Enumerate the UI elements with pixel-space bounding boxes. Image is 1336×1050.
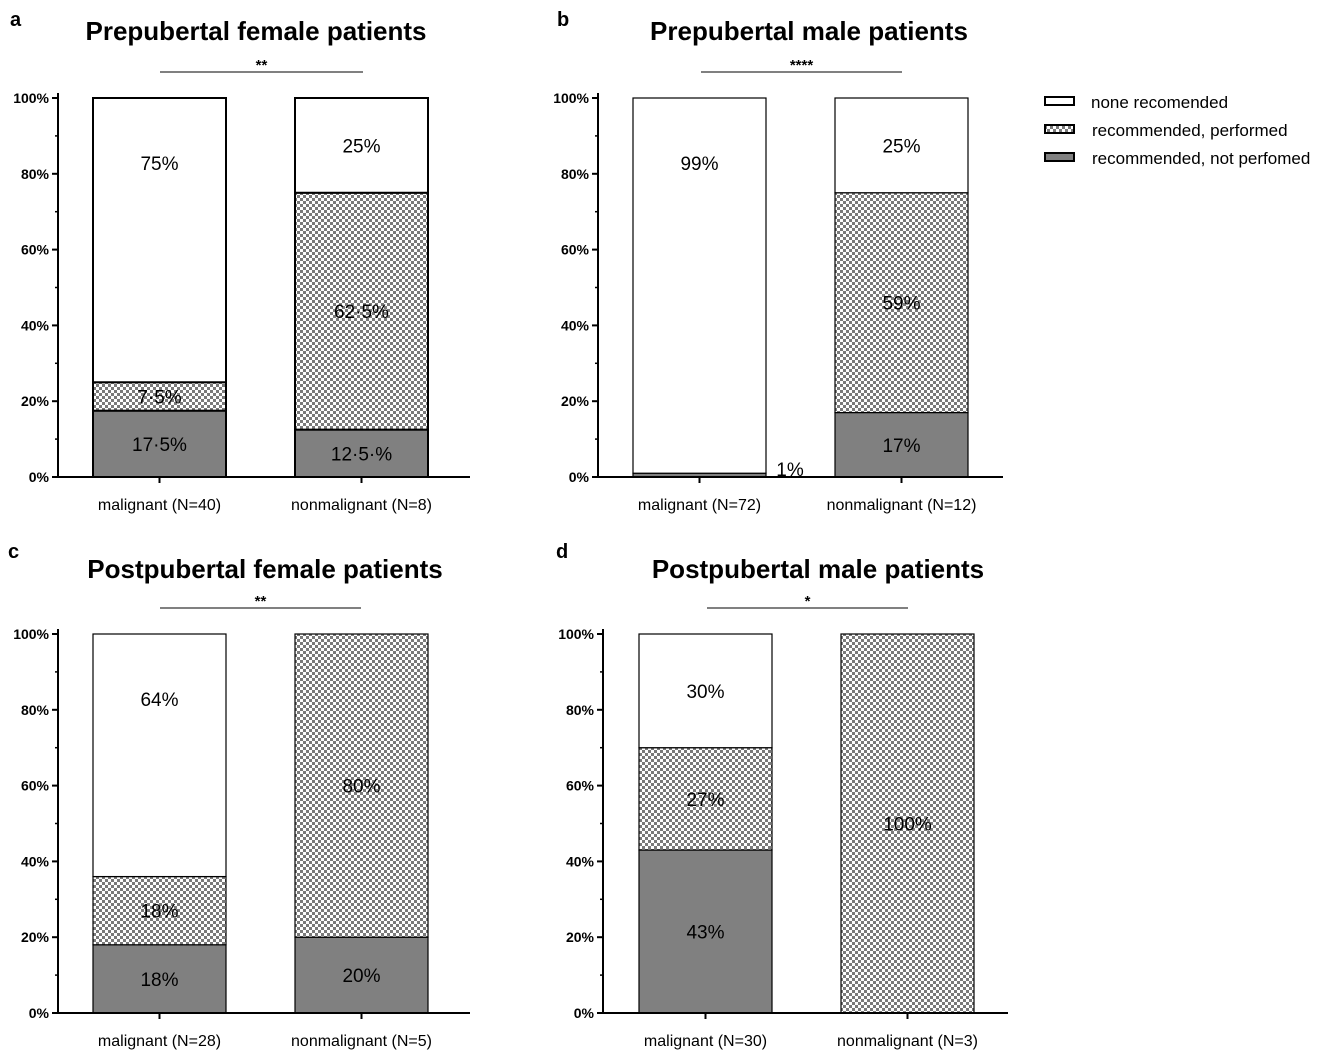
- y-tick-label: 0%: [29, 1005, 50, 1021]
- data-label: 64%: [140, 690, 178, 711]
- bar-segment: [834, 97, 969, 194]
- y-tick-label: 80%: [21, 166, 50, 182]
- data-label: 7·5%: [137, 387, 181, 408]
- panels: a Prepubertal female patients ** 17·5% 7·5% 7…: [8, 9, 1008, 1050]
- data-label: 20%: [342, 966, 380, 987]
- x-tick-label: malignant (N=28): [98, 1033, 221, 1050]
- x-tick-label: malignant (N=72): [638, 497, 761, 514]
- data-label: 12·5·%: [331, 444, 392, 465]
- bar-segment: [294, 936, 429, 1014]
- y-tick-label: 20%: [566, 929, 595, 945]
- panel-letter: a: [10, 9, 22, 31]
- x-tick-label: nonmalignant (N=8): [291, 497, 432, 514]
- legend-swatch: [1044, 124, 1075, 134]
- bar-segment: [834, 411, 969, 478]
- chart-title: Postpubertal male patients: [652, 554, 984, 584]
- data-label: 25%: [342, 136, 380, 157]
- data-label: 100%: [883, 815, 932, 836]
- data-label: 59%: [882, 294, 920, 315]
- chart-title: Prepubertal male patients: [650, 16, 968, 46]
- y-tick-label: 20%: [21, 929, 50, 945]
- y-tick-label: 40%: [21, 853, 50, 869]
- data-label: 30%: [686, 682, 724, 703]
- y-tick-label: 100%: [558, 626, 594, 642]
- x-tick-label: nonmalignant (N=5): [291, 1033, 432, 1050]
- data-label: 75%: [140, 154, 178, 175]
- x-tick-label: malignant (N=40): [98, 497, 221, 514]
- y-tick-label: 80%: [21, 702, 50, 718]
- y-tick-label: 80%: [561, 166, 590, 182]
- chart-title: Prepubertal female patients: [86, 16, 427, 46]
- chart-panel-b: b Prepubertal male patients **** 1% 99% 17% 59…: [553, 9, 1003, 514]
- x-tick-label: nonmalignant (N=12): [827, 497, 977, 514]
- data-label: 18%: [140, 902, 178, 923]
- bar-segment: [294, 633, 429, 938]
- significance-marker: **: [256, 57, 268, 74]
- bar-segment: [840, 633, 975, 1014]
- legend-label: recommended, performed: [1092, 121, 1288, 140]
- data-label: 62·5%: [334, 302, 389, 323]
- bar-segment: [638, 747, 773, 851]
- y-tick-label: 20%: [561, 393, 590, 409]
- y-tick-label: 60%: [561, 242, 590, 258]
- bar-segment: [638, 633, 773, 749]
- data-label: 18%: [140, 970, 178, 991]
- bar-segment: [92, 633, 227, 878]
- bar-segment: [92, 944, 227, 1014]
- y-tick-label: 0%: [574, 1005, 595, 1021]
- bar-segment: [92, 381, 227, 412]
- y-tick-label: 40%: [561, 317, 590, 333]
- legend-label: none recomended: [1091, 93, 1228, 112]
- x-tick-label: nonmalignant (N=3): [837, 1033, 978, 1050]
- legend: none recomended recommended, performed rec…: [1044, 93, 1310, 168]
- chart-panel-c: c Postpubertal female patients ** 18% 18% 64%…: [8, 541, 470, 1050]
- legend-swatch: [1044, 96, 1075, 106]
- bar-segment: [294, 191, 429, 431]
- bar-segment: [92, 97, 227, 384]
- bar-segment: [632, 97, 767, 474]
- y-tick-label: 60%: [566, 778, 595, 794]
- data-label: 25%: [882, 136, 920, 157]
- data-label: 43%: [686, 923, 724, 944]
- data-label: 1%: [776, 460, 804, 481]
- y-tick-label: 0%: [29, 469, 50, 485]
- data-label: 99%: [680, 154, 718, 175]
- legend-swatch: [1044, 152, 1075, 162]
- y-tick-label: 40%: [566, 853, 595, 869]
- chart-panel-d: d Postpubertal male patients * 43% 27% 30% 100…: [556, 541, 1008, 1050]
- chart-panel-a: a Prepubertal female patients ** 17·5% 7·5% 7…: [10, 9, 470, 514]
- data-label: 80%: [342, 777, 380, 798]
- panel-letter: d: [556, 541, 568, 563]
- chart-title: Postpubertal female patients: [87, 554, 442, 584]
- panel-letter: c: [8, 541, 19, 563]
- y-tick-label: 0%: [569, 469, 590, 485]
- significance-marker: **: [255, 593, 267, 610]
- data-label: 27%: [686, 790, 724, 811]
- y-tick-label: 40%: [21, 317, 50, 333]
- data-label: 17%: [882, 436, 920, 457]
- panel-letter: b: [557, 9, 569, 31]
- data-label: 17·5%: [132, 435, 187, 456]
- y-tick-label: 100%: [13, 626, 49, 642]
- x-tick-label: malignant (N=30): [644, 1033, 767, 1050]
- legend-label: recommended, not perfomed: [1092, 149, 1310, 168]
- y-tick-label: 100%: [553, 90, 589, 106]
- bar-segment: [638, 849, 773, 1014]
- y-tick-label: 80%: [566, 702, 595, 718]
- bar-segment: [294, 97, 429, 194]
- y-tick-label: 20%: [21, 393, 50, 409]
- significance-marker: *: [805, 593, 811, 610]
- y-tick-label: 60%: [21, 778, 50, 794]
- bar-segment: [834, 192, 969, 414]
- y-tick-label: 100%: [13, 90, 49, 106]
- y-tick-label: 60%: [21, 242, 50, 258]
- significance-marker: ****: [790, 57, 814, 74]
